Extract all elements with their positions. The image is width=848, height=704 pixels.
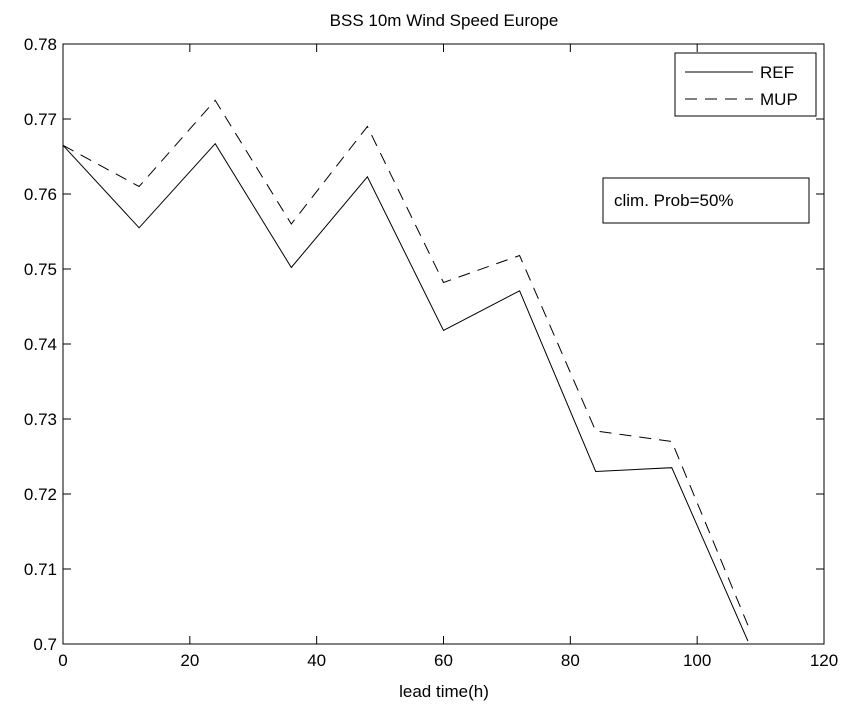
annotation-box: clim. Prob=50% [602,177,810,224]
y-tick-label: 0.7 [33,635,57,654]
x-tick-label: 20 [180,651,199,670]
y-tick-label: 0.75 [24,260,57,279]
y-tick-label: 0.77 [24,110,57,129]
legend-label-ref: REF [760,63,794,82]
y-tick-label: 0.72 [24,485,57,504]
x-tick-label: 60 [434,651,453,670]
x-tick-label: 120 [810,651,838,670]
series-line-mup [62,99,749,626]
x-tick-label: 40 [307,651,326,670]
x-tick-label: 80 [561,651,580,670]
x-axis: 0 20 40 60 80 100 120 [58,44,838,670]
y-tick-label: 0.74 [24,335,57,354]
chart-title: BSS 10m Wind Speed Europe [330,11,559,30]
y-tick-label: 0.76 [24,185,57,204]
annotation-text: clim. Prob=50% [614,191,734,210]
y-tick-label: 0.73 [24,410,57,429]
legend: REF MUP [674,52,817,117]
x-tick-label: 100 [683,651,711,670]
legend-label-mup: MUP [760,90,798,109]
x-axis-label: lead time(h) [399,682,489,701]
annotation-frame [602,177,810,224]
legend-box [674,52,817,117]
x-tick-label: 0 [58,651,67,670]
series-layer [62,99,749,642]
plot-area [62,43,825,645]
series-line-ref [62,142,749,642]
y-tick-label: 0.71 [24,560,57,579]
y-tick-label: 0.78 [24,35,57,54]
y-axis: 0.7 0.71 0.72 0.73 0.74 0.75 0.76 0.77 0.78 [24,35,824,654]
